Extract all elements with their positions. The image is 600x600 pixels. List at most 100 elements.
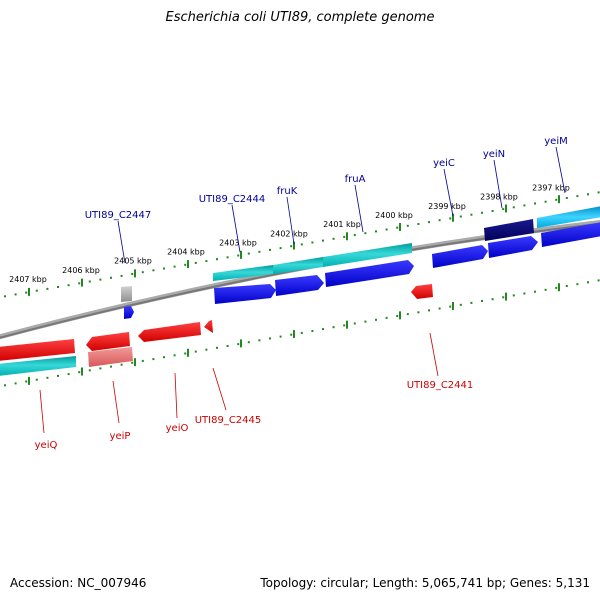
- tick-dot: [470, 213, 473, 216]
- gene-label[interactable]: yeiQ: [35, 440, 58, 451]
- tick-dot: [311, 330, 314, 332]
- tick-dot: [279, 247, 282, 250]
- gene-arrow-forward[interactable]: [214, 284, 276, 304]
- tick-dot: [163, 267, 165, 270]
- gene-arrow-reverse[interactable]: [204, 320, 213, 333]
- tick-dot: [78, 282, 81, 285]
- cds-feature[interactable]: [273, 257, 323, 274]
- tick-dot: [534, 290, 536, 293]
- tick-dot: [311, 241, 314, 244]
- cds-feature[interactable]: [0, 356, 76, 376]
- tick-dot: [576, 283, 579, 286]
- tick-dot: [332, 326, 335, 329]
- tick-dot: [396, 315, 399, 317]
- gene-arrow-reverse[interactable]: [0, 339, 75, 361]
- tick-dot: [534, 202, 536, 205]
- tick-dot: [78, 371, 81, 374]
- gene-arrow-reverse[interactable]: [86, 332, 130, 351]
- tick-dot: [364, 320, 367, 323]
- tick-dot: [46, 376, 49, 379]
- forward-genes: [121, 219, 600, 319]
- gene-arrow-forward[interactable]: [432, 245, 488, 268]
- tick-dot: [300, 331, 303, 334]
- tick-dot: [587, 281, 589, 284]
- accession-text: Accession: NC_007946: [10, 576, 147, 590]
- tick-dot: [385, 228, 388, 231]
- tick-dot: [396, 226, 399, 229]
- tick-dot: [216, 346, 218, 349]
- gene-arrow-reverse[interactable]: [88, 347, 133, 367]
- gene-arrow-forward[interactable]: [484, 219, 534, 241]
- tick-dot: [502, 208, 505, 211]
- tick-dot: [110, 365, 112, 368]
- tick-dot: [14, 382, 17, 385]
- tick-dot: [4, 384, 6, 387]
- gene-label[interactable]: yeiO: [166, 423, 189, 434]
- gene-label[interactable]: fruK: [277, 186, 298, 197]
- tick-dot: [88, 280, 91, 283]
- tick-dot: [502, 296, 505, 299]
- gene-arrow-forward[interactable]: [275, 275, 324, 296]
- tick-dot: [205, 260, 208, 263]
- gene-label[interactable]: yeiP: [110, 431, 131, 442]
- cds-feature[interactable]: [537, 206, 600, 228]
- tick-dot: [120, 363, 123, 366]
- tick-dot: [565, 197, 568, 199]
- gene-arrow-forward[interactable]: [541, 222, 600, 247]
- tick-dot: [216, 258, 218, 261]
- cds-feature[interactable]: [323, 243, 412, 267]
- gene-label[interactable]: UTI89_C2444: [199, 194, 266, 205]
- kbp-tick-label: 2397 kbp: [532, 184, 570, 193]
- tick-dot: [523, 204, 526, 207]
- gene-label[interactable]: UTI89_C2447: [85, 210, 152, 221]
- tick-dot: [353, 234, 356, 237]
- tick-dot: [258, 250, 261, 253]
- tick-dot: [141, 359, 144, 362]
- tick-dot: [406, 313, 409, 316]
- cds-track-reverse: [0, 356, 76, 376]
- tick-dot: [555, 198, 558, 201]
- tick-dot: [88, 369, 91, 372]
- tick-dot: [152, 358, 155, 361]
- tick-dot: [131, 361, 134, 364]
- gene-label[interactable]: yeiC: [433, 158, 455, 169]
- gene-arrow-forward[interactable]: [124, 306, 134, 319]
- gene-label[interactable]: yeiM: [544, 136, 567, 147]
- gene-arrow-forward[interactable]: [488, 236, 538, 258]
- cds-feature[interactable]: [213, 265, 273, 281]
- tick-dot: [120, 274, 123, 277]
- gene-arrow-forward[interactable]: [325, 260, 414, 287]
- reverse-genes: [0, 284, 433, 367]
- gene-label[interactable]: UTI89_C2441: [407, 380, 474, 391]
- cds-track-forward: [213, 206, 600, 281]
- tick-dot: [544, 288, 547, 291]
- tick-dot: [205, 348, 208, 351]
- tick-dot: [184, 352, 187, 355]
- gene-label[interactable]: yeiN: [483, 149, 505, 160]
- tick-dot: [25, 291, 28, 294]
- tick-dot: [269, 248, 271, 251]
- tick-dot: [470, 301, 473, 304]
- gene-label[interactable]: UTI89_C2445: [195, 415, 262, 426]
- tick-dot: [353, 322, 356, 325]
- forward-gene-labels: UTI89_C2447 UTI89_C2444 fruK fruA yeiC y…: [85, 136, 568, 264]
- tick-dot: [375, 318, 377, 321]
- tick-dot: [163, 356, 165, 359]
- kbp-tick-label: 2404 kbp: [167, 247, 205, 256]
- tick-dot: [322, 328, 324, 331]
- gene-arrow-reverse[interactable]: [138, 322, 201, 342]
- tick-dot: [555, 286, 558, 289]
- tick-dot: [25, 380, 28, 383]
- tick-dot: [523, 292, 526, 295]
- tick-dot: [279, 335, 282, 338]
- tick-dot: [35, 378, 38, 381]
- gene-feature-other[interactable]: [121, 286, 132, 302]
- gene-arrow-reverse[interactable]: [411, 284, 433, 299]
- tick-dot: [597, 279, 600, 282]
- tick-dot: [194, 261, 197, 264]
- tick-dot: [417, 223, 420, 225]
- tick-dot: [226, 256, 229, 259]
- gene-label[interactable]: fruA: [345, 174, 366, 185]
- tick-dot: [57, 374, 59, 377]
